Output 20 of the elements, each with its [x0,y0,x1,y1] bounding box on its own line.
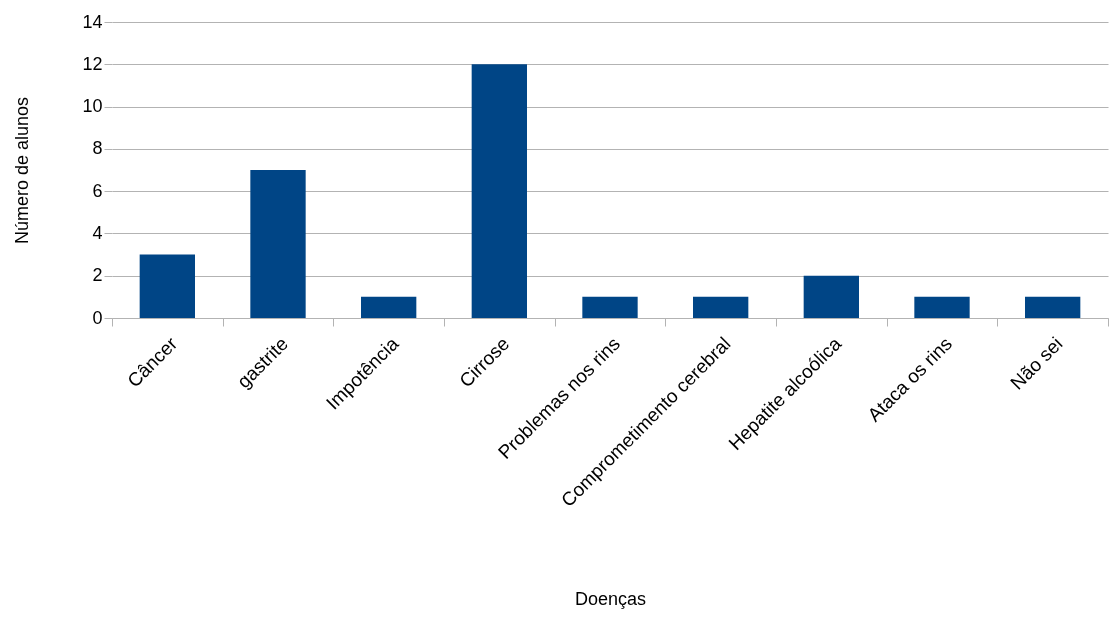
bar [803,275,859,318]
bar [914,296,970,318]
bar [361,296,417,318]
bar [139,254,195,318]
y-tick-label: 10 [82,96,103,117]
bar [1025,296,1081,318]
bar [693,296,749,318]
x-axis-title: Doenças [574,588,647,609]
y-tick-label: 6 [92,180,103,201]
bar [471,64,527,318]
y-tick-label: 0 [92,307,103,328]
x-tick-label: Não sei [1006,333,1067,394]
y-tick-label: 2 [92,265,103,286]
y-axis-title: Número de alunos [12,96,33,245]
y-tick-label: 8 [92,138,103,159]
bar [250,170,306,318]
y-tick-label: 12 [82,53,103,74]
y-tick-label: 4 [92,222,103,243]
y-tick-label: 14 [82,11,103,32]
bar [582,296,638,318]
